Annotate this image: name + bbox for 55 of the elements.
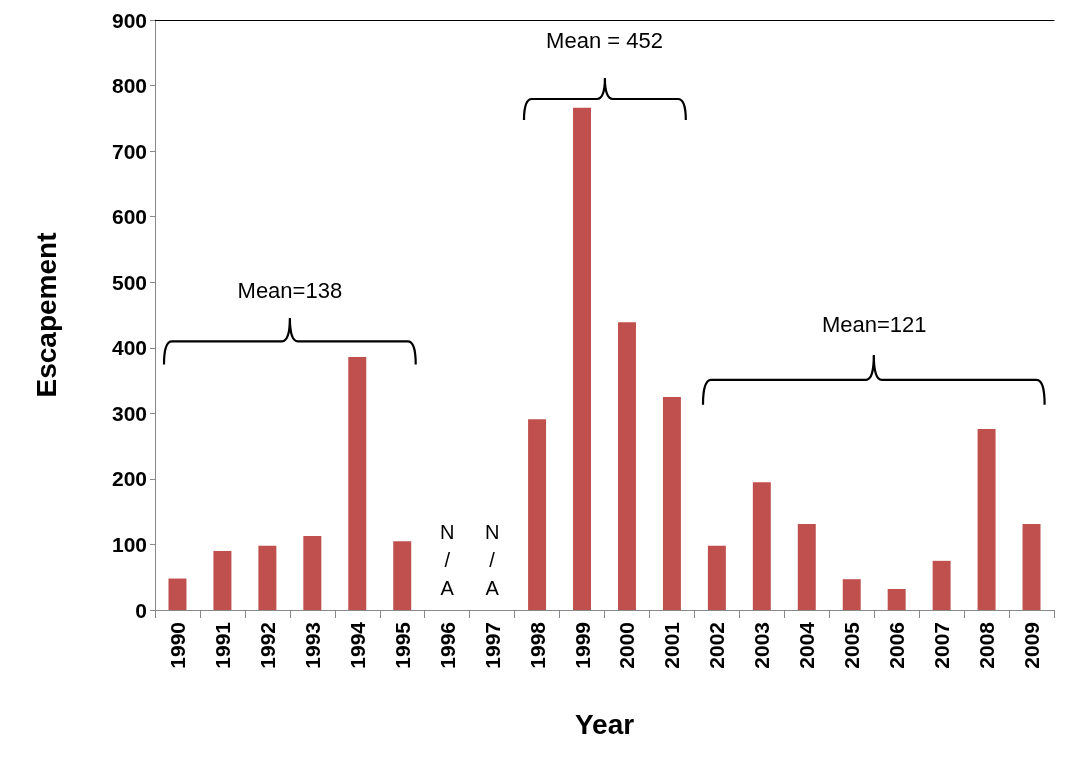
y-tick-label: 700 (111, 139, 147, 163)
x-tick-label: 2009 (1020, 622, 1044, 669)
y-tick-label: 300 (111, 401, 147, 425)
bar (303, 535, 322, 610)
bar (797, 524, 816, 610)
bar (1022, 524, 1041, 610)
x-tick-label: 2006 (885, 622, 909, 669)
x-tick-label: 1996 (435, 622, 459, 669)
bar (617, 322, 636, 610)
x-axis-title: Year (574, 708, 635, 740)
x-tick-label: 2001 (660, 621, 684, 669)
y-tick-label: 100 (111, 532, 147, 556)
bar (752, 482, 771, 610)
bar (573, 107, 592, 610)
y-tick-label: 600 (111, 205, 147, 229)
y-tick-label: 0 (135, 598, 147, 622)
bar (707, 545, 726, 610)
x-tick-label: 1993 (300, 622, 324, 669)
x-tick-label: 2000 (615, 622, 639, 669)
bar (348, 356, 367, 610)
x-tick-label: 2003 (750, 622, 774, 669)
bar (213, 551, 232, 610)
x-tick-label: 2002 (705, 622, 729, 669)
x-tick-label: 2007 (930, 622, 954, 669)
x-tick-label: 2008 (975, 621, 999, 669)
bar (977, 429, 996, 610)
annotation: Mean=138 (237, 277, 343, 303)
bar (842, 579, 861, 610)
x-tick-label: 1994 (345, 621, 369, 669)
x-tick-label: 1995 (390, 621, 414, 669)
y-axis-title: Escapement (30, 232, 62, 398)
bar (932, 560, 951, 610)
x-tick-label: 1999 (570, 622, 594, 669)
bar (258, 545, 277, 610)
y-tick-label: 900 (111, 8, 147, 32)
y-tick-label: 800 (111, 74, 147, 98)
x-tick-label: 1998 (525, 621, 549, 669)
bar (168, 578, 187, 610)
bar (662, 396, 681, 610)
x-tick-label: 2005 (840, 621, 864, 669)
bar (393, 541, 412, 610)
x-tick-label: 1990 (165, 622, 189, 669)
annotation: N/A (484, 521, 500, 599)
x-tick-label: 1997 (480, 622, 504, 669)
annotation: N/A (439, 521, 455, 599)
bar (528, 419, 547, 610)
annotation: Mean=121 (821, 312, 927, 338)
annotation: Mean = 452 (546, 28, 663, 54)
x-tick-label: 2004 (795, 621, 819, 669)
y-tick-label: 400 (111, 336, 147, 360)
bar (887, 589, 906, 610)
x-tick-label: 1991 (210, 621, 234, 669)
y-tick-label: 500 (111, 270, 147, 294)
y-tick-label: 200 (111, 467, 147, 491)
x-tick-label: 1992 (255, 622, 279, 669)
